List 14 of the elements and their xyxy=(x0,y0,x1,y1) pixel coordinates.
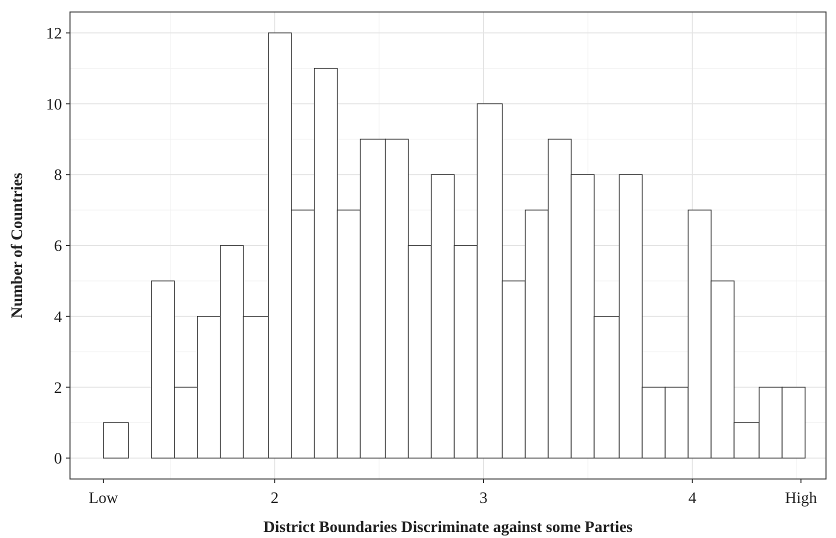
x-axis-title: District Boundaries Discriminate against some Parties xyxy=(263,519,633,536)
x-tick-label: High xyxy=(784,490,817,507)
y-tick-label: 4 xyxy=(54,308,62,326)
x-tick-label: Low xyxy=(88,490,119,507)
y-tick-label: 0 xyxy=(54,450,62,468)
y-tick-label: 2 xyxy=(54,380,62,397)
x-tick-label: 2 xyxy=(270,490,279,507)
x-tick-label: 4 xyxy=(688,490,696,507)
y-tick-label: 12 xyxy=(46,26,62,43)
x-tick-label: 3 xyxy=(480,490,488,507)
y-tick-label: 6 xyxy=(54,238,62,256)
y-tick-label: 10 xyxy=(46,96,62,114)
y-tick-label: 8 xyxy=(54,167,62,184)
y-axis-title: Number of Countries xyxy=(9,172,26,318)
